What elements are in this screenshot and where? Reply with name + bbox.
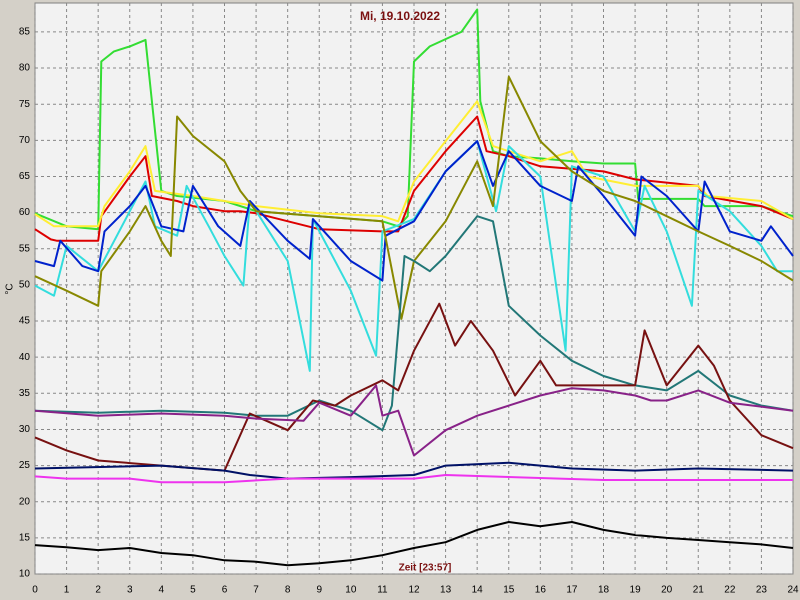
x-tick-label: 4: [159, 585, 165, 596]
annotation: Zeit [23:57]: [399, 563, 452, 574]
x-tick-label: 13: [440, 585, 452, 596]
y-tick-label: 65: [19, 171, 31, 182]
x-tick-label: 14: [472, 585, 484, 596]
y-tick-label: 60: [19, 207, 31, 218]
series-line: [34, 75, 794, 320]
x-tick-label: 0: [32, 585, 38, 596]
y-tick-label: 25: [19, 460, 31, 471]
y-tick-label: 15: [19, 533, 31, 544]
x-tick-label: 1: [64, 585, 70, 596]
x-tick-label: 21: [693, 585, 705, 596]
lines: [34, 8, 794, 567]
series-line: [34, 384, 794, 457]
x-tick-label: 22: [724, 585, 736, 596]
y-tick-label: 85: [19, 27, 31, 38]
x-tick-label: 2: [95, 585, 101, 596]
y-tick-label: 80: [19, 63, 31, 74]
x-tick-label: 18: [598, 585, 610, 596]
x-tick-label: 8: [285, 585, 291, 596]
y-tick-label: 35: [19, 388, 31, 399]
y-tick-label: 20: [19, 496, 31, 507]
series-line: [34, 8, 794, 231]
x-tick-label: 17: [566, 585, 578, 596]
x-tick-label: 19: [630, 585, 642, 596]
x-tick-label: 20: [661, 585, 673, 596]
y-tick-label: 45: [19, 316, 31, 327]
series-line: [34, 140, 794, 282]
y-tick-label: 75: [19, 99, 31, 110]
y-tick-label: 55: [19, 243, 31, 254]
x-tick-label: 7: [253, 585, 259, 596]
y-tick-label: 50: [19, 280, 31, 291]
x-tick-label: 24: [787, 585, 799, 596]
x-tick-label: 6: [222, 585, 228, 596]
x-tick-label: 11: [377, 585, 388, 596]
y-axis-label: °C: [5, 283, 16, 294]
x-tick-label: 10: [345, 585, 357, 596]
y-tick-label: 10: [19, 569, 31, 580]
series-line: [34, 474, 793, 484]
series-line: [34, 115, 794, 242]
chart-title: Mi, 19.10.2022: [360, 9, 440, 23]
series-line: [34, 521, 794, 567]
x-tick-label: 3: [127, 585, 133, 596]
y-tick-label: 70: [19, 135, 31, 146]
x-tick-label: 15: [503, 585, 515, 596]
y-tick-label: 30: [19, 424, 31, 435]
y-tick-label: 40: [19, 352, 31, 363]
x-tick-label: 16: [535, 585, 547, 596]
series-line: [34, 302, 794, 472]
x-tick-label: 23: [756, 585, 768, 596]
x-tick-label: 12: [408, 585, 420, 596]
series-line: [34, 461, 794, 480]
series-line: [34, 215, 794, 432]
x-tick-label: 5: [190, 585, 196, 596]
x-tick-label: 9: [316, 585, 322, 596]
